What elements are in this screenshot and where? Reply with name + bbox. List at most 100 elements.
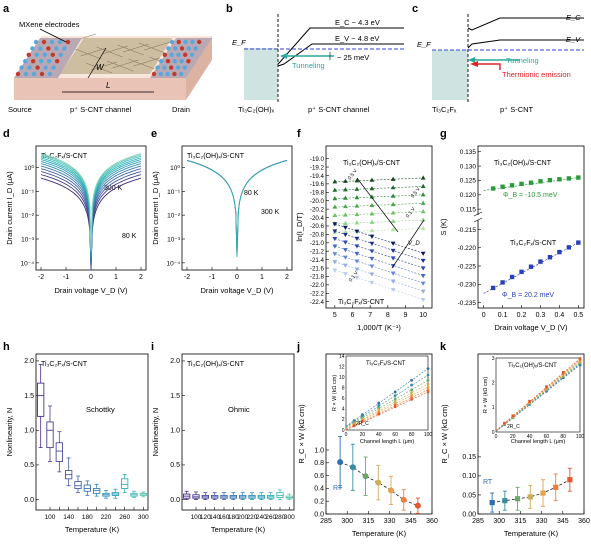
axes-frame-j (325, 353, 433, 515)
data-point (420, 297, 426, 303)
x-tick-label: 2 (139, 274, 143, 281)
y-tick-label: -22.2 (310, 291, 325, 298)
inset-x-tick-label: 80 (560, 434, 566, 440)
cnt-strand (85, 62, 112, 74)
iv-curve-100k (40, 174, 142, 271)
data-point (500, 280, 505, 285)
y-tick-label: 0.05 (462, 492, 476, 499)
label-contact-b: Ti₃C₂(OH)ₓ (238, 105, 275, 114)
metal-contact-c (432, 50, 468, 100)
axes-frame-g (477, 145, 585, 309)
data-point (557, 177, 562, 182)
data-point (390, 210, 396, 215)
annotation-80k-e: 80 K (244, 190, 259, 197)
data-point (566, 245, 572, 250)
annotation-80k-d: 80 K (122, 233, 137, 240)
data-point (576, 175, 581, 180)
y-tick-label: 0.00 (462, 511, 476, 518)
inset-y-tick-label: 14 (339, 354, 345, 360)
mxene-atoms-source (15, 39, 71, 77)
plot-area-k: 285 300 315 330 345 360 0.00 0.05 0.10 0.15 (462, 454, 590, 525)
metal-contact-b (244, 48, 278, 100)
title-bottom-g: Ti₃C₂Fₓ/S-CNT (510, 240, 557, 247)
data-point (332, 268, 338, 273)
x-tick-label: 0.4 (555, 312, 565, 319)
inset-data-point (528, 399, 531, 403)
atom (65, 39, 71, 45)
box-body (55, 442, 63, 462)
inset-y-tick-label: 8 (342, 386, 345, 392)
atom (183, 39, 188, 45)
x-tick-label: 200 (237, 514, 248, 521)
data-point (354, 267, 360, 272)
tunneling-arrowhead-b (280, 53, 287, 59)
y-tick-label: 10⁻¹ (21, 189, 35, 196)
inset-data-point (393, 390, 397, 394)
x-tick-label: 300 (341, 518, 353, 525)
data-point (332, 252, 338, 257)
label-barrier-b: ~ 25 meV (337, 53, 369, 62)
y-tick-label: -0.225 (458, 263, 477, 270)
inset-2rc-k: 2R_C (507, 424, 520, 430)
inset-data-point (578, 357, 582, 360)
data-point (354, 259, 360, 264)
inset-x-tick-label: 100 (424, 432, 433, 438)
inset-data-point (410, 397, 413, 401)
title-i: Ti₃C₂(OH)ₓ/S-CNT (187, 361, 245, 368)
data-point (332, 229, 338, 234)
y-tick-label: 1.5 (170, 393, 180, 400)
data-point (420, 274, 426, 279)
y-tick-label: 0.4 (314, 486, 324, 493)
data-point (390, 193, 396, 198)
inset-y-tick-label: 2 (342, 417, 345, 423)
x-tick-label: 300 (138, 514, 149, 521)
inset-y-tick-label: 10 (339, 375, 345, 381)
label-thermionic-c: Thermionic emission (502, 70, 571, 79)
atom (50, 52, 55, 57)
y-tick-label: 1.0 (314, 447, 324, 454)
axis-break-mark (473, 211, 483, 217)
inset-x-tick-label: 60 (544, 434, 550, 440)
fit-line (334, 223, 424, 254)
data-point (420, 209, 426, 214)
label-drain: Drain (172, 105, 190, 114)
panel-b: b E_C ~ 4.3 eV E_V ~ 4.8 eV E_F Tunnelin… (226, 3, 404, 114)
data-point (547, 177, 553, 183)
data-point (343, 187, 348, 192)
y-tick-label: -20.0 (310, 198, 325, 205)
atom (23, 59, 28, 64)
x-tick-label: 345 (405, 518, 417, 525)
y-tick-label: 10⁻⁴ (167, 260, 181, 267)
data-point (509, 183, 515, 188)
data-point (343, 248, 348, 253)
y-tick-label: 0.6 (314, 473, 324, 480)
inset-data-point (426, 388, 430, 392)
axis-break-mark (473, 217, 483, 223)
x-tick-label: 180 (82, 514, 93, 521)
atom (159, 59, 164, 64)
inset-data-point (393, 397, 397, 401)
atom (176, 39, 181, 45)
electrode-pointer (39, 28, 67, 43)
cnt-strand (128, 58, 155, 70)
fit-line (334, 245, 424, 276)
atom (15, 71, 21, 77)
x-tick-label: 0.3 (536, 312, 546, 319)
data-point (343, 229, 348, 234)
x-tick-label: 0.5 (573, 312, 583, 319)
xlabel-g: Drain voltage V_D (V) (495, 323, 568, 332)
data-point (343, 272, 348, 277)
ylabel-j: R_C × W (kΩ cm) (297, 404, 306, 464)
atom (49, 39, 55, 45)
phi-top-g: Φ_B = -10.5 meV (503, 192, 558, 199)
inset-y-tick-label: 1 (492, 405, 495, 411)
ylabel-g: S (K) (439, 218, 448, 236)
data-point (354, 178, 360, 183)
atom (41, 39, 47, 45)
ec-band-b (277, 27, 404, 65)
inset-xlabel-k: Channel length L (μm) (511, 439, 565, 445)
panel-h: h 0.0 0.5 1.0 1.5 2.0 100 140 180 220 260 300 Ti₃C… (3, 341, 149, 534)
inset-data-point (393, 400, 397, 403)
label-contact-c: Ti₃C₂Fₓ (432, 105, 457, 114)
